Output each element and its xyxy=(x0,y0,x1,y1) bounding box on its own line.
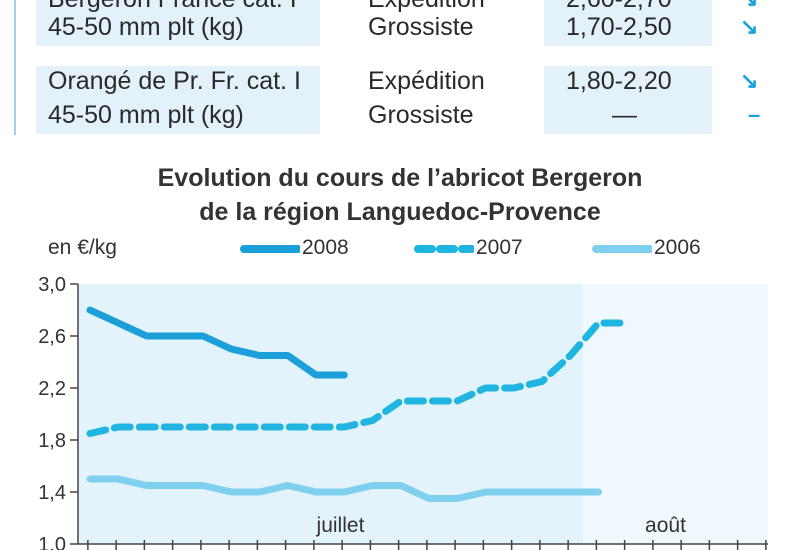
price-wholesale: 1,70-2,50 xyxy=(566,13,672,41)
series-line-2006 xyxy=(86,475,602,502)
stage-wholesale: Grossiste xyxy=(368,101,474,129)
table-left-border xyxy=(14,0,16,135)
chart-title: Evolution du cours de l’abricot Bergeron xyxy=(157,164,643,192)
legend-swatch-2007 xyxy=(414,245,474,253)
month-band-juillet xyxy=(78,284,583,544)
price-shipping: 2,60-2,70 xyxy=(566,0,672,14)
stage-shipping: Expédition xyxy=(368,67,485,95)
month-band-aout xyxy=(582,284,768,544)
product-name: Bergeron France cat. I xyxy=(48,0,297,14)
price-cell xyxy=(544,0,712,46)
y-tick-label: 1,8 xyxy=(38,430,66,452)
trend-stable-icon: – xyxy=(748,102,761,127)
legend-item-2007: 2007 xyxy=(414,236,544,262)
month-label-aout: août xyxy=(645,514,686,537)
y-axis-unit: en €/kg xyxy=(48,236,117,259)
series-line-2007 xyxy=(86,319,631,437)
chart-subtitle: de la région Languedoc-Provence xyxy=(199,198,601,226)
y-tick-label: 2,2 xyxy=(38,378,66,400)
month-label-juillet: juillet xyxy=(316,514,365,537)
table-row: Orangé de Pr. Fr. cat. I 45-50 mm plt (k… xyxy=(0,66,800,134)
product-size: 45-50 mm plt (kg) xyxy=(48,13,244,41)
legend-item-2006: 2006 xyxy=(592,236,722,262)
legend-label: 2007 xyxy=(476,236,523,259)
y-tick-label: 3,0 xyxy=(38,274,66,296)
product-cell xyxy=(36,66,320,134)
price-table: Bergeron France cat. I 45-50 mm plt (kg)… xyxy=(0,0,800,135)
y-tick-label: 1,4 xyxy=(38,482,66,504)
stage-shipping: Expédition xyxy=(368,0,485,14)
trend-down-icon: ↘ xyxy=(740,68,759,93)
price-shipping: 1,80-2,20 xyxy=(566,67,672,95)
price-cell xyxy=(544,66,712,134)
stage-wholesale: Grossiste xyxy=(368,13,474,41)
product-size: 45-50 mm plt (kg) xyxy=(48,101,244,129)
series-line-2008 xyxy=(86,306,348,379)
legend-label: 2006 xyxy=(654,236,701,259)
legend-swatch-2006 xyxy=(592,245,652,253)
table-row: Bergeron France cat. I 45-50 mm plt (kg)… xyxy=(0,0,800,50)
price-wholesale: — xyxy=(612,101,637,129)
product-name: Orangé de Pr. Fr. cat. I xyxy=(48,67,301,95)
product-cell xyxy=(36,0,320,46)
y-tick-label: 2,6 xyxy=(38,326,66,348)
y-tick-label: 1,0 xyxy=(38,534,66,550)
legend-item-2008: 2008 xyxy=(240,236,370,262)
trend-down-icon: ↘ xyxy=(740,0,758,14)
legend-swatch-2008 xyxy=(240,245,300,253)
legend-label: 2008 xyxy=(302,236,349,259)
trend-down-icon: ↘ xyxy=(740,14,759,39)
